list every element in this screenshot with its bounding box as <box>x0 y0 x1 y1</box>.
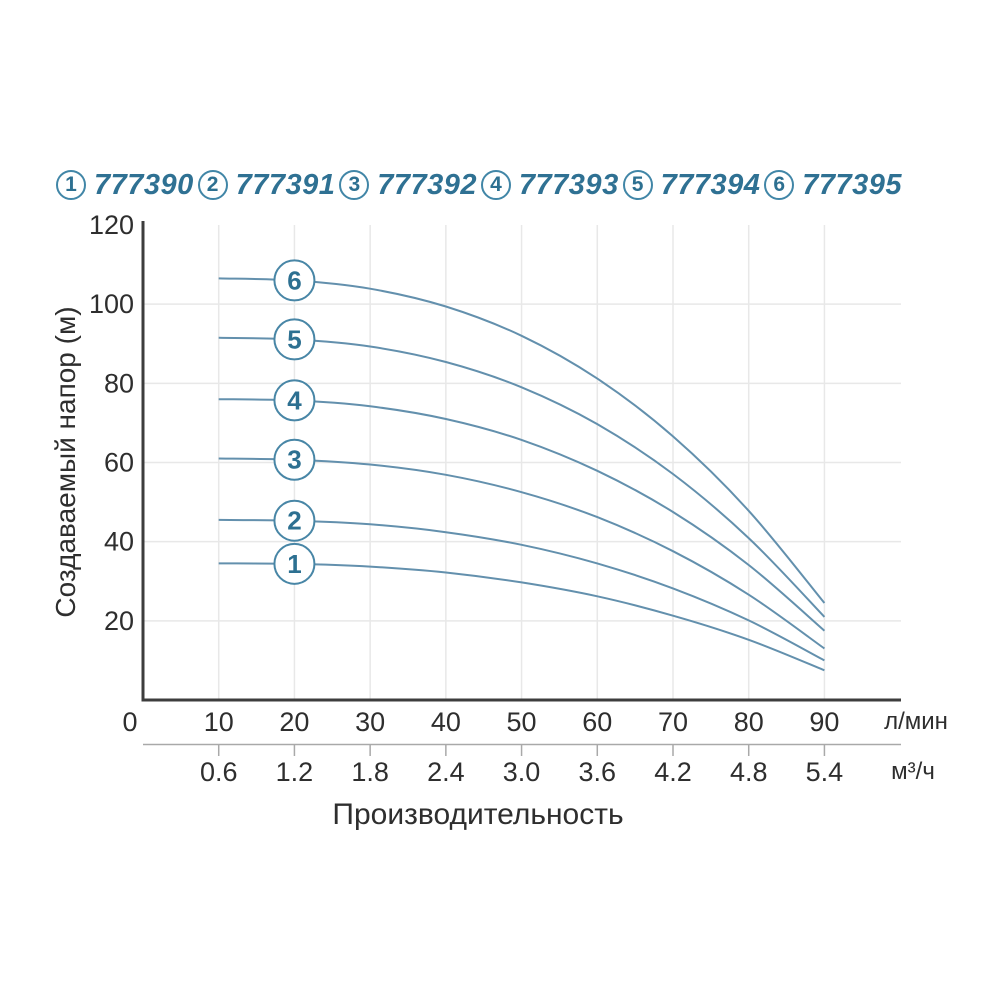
x-tick-label-secondary: 4.2 <box>654 757 692 787</box>
legend-item-5: 5 777394 <box>622 168 761 202</box>
x-tick-label-primary: 20 <box>279 707 309 737</box>
legend-item-6: 6 777395 <box>764 169 902 202</box>
y-axis-title: Создаваемый напор (м) <box>50 306 81 618</box>
legend-model-number: 777391 <box>235 168 336 201</box>
x-tick-label-primary: 70 <box>658 707 688 737</box>
legend-item-4: 4 777393 <box>480 168 619 202</box>
y-tick-label: 20 <box>104 606 134 636</box>
x-tick-label-secondary: 2.4 <box>427 757 465 787</box>
y-tick-label: 120 <box>89 210 134 240</box>
curve-marker-number: 1 <box>287 549 301 579</box>
curve-marker-number: 3 <box>287 445 301 475</box>
curve-marker-number: 6 <box>287 265 301 295</box>
legend-index-badge: 5 <box>622 170 653 200</box>
curve-marker-circle-2 <box>273 499 316 542</box>
legend-item-1: 1 777390 <box>56 169 194 202</box>
pump-curve-1 <box>218 562 825 672</box>
legend-index-badge: 6 <box>764 170 795 200</box>
pump-curve-5 <box>218 336 826 618</box>
legend-index-badge: 4 <box>480 170 511 200</box>
curve-marker-circle-5 <box>273 318 316 361</box>
y-tick-label: 80 <box>104 368 134 398</box>
x-tick-label-primary: 0 <box>122 707 137 737</box>
pump-curve-2 <box>218 518 825 662</box>
x-tick-label-primary: 30 <box>355 707 385 737</box>
curve-marker-number: 2 <box>287 506 301 536</box>
curve-marker-number: 5 <box>287 324 301 354</box>
pump-curve-3 <box>218 457 825 650</box>
legend-item-2: 2 777391 <box>197 168 336 202</box>
legend-item-3: 3 777392 <box>339 169 477 202</box>
curve-marker-circle-4 <box>273 379 316 422</box>
x-tick-label-secondary: 3.0 <box>503 757 541 787</box>
y-tick-label: 40 <box>104 527 134 557</box>
curve-marker-circle-3 <box>273 438 316 481</box>
x-axis-unit-primary: л/мин <box>884 708 948 735</box>
legend-model-number: 777390 <box>94 168 194 201</box>
x-tick-label-secondary: 4.8 <box>730 757 768 787</box>
x-tick-label-secondary: 5.4 <box>806 757 844 787</box>
curve-marker-circle-1 <box>273 542 316 585</box>
x-tick-label-secondary: 3.6 <box>579 757 617 787</box>
x-tick-label-primary: 50 <box>507 707 537 737</box>
legend-index-badge: 2 <box>197 170 228 200</box>
x-axis-title: Производительность <box>332 798 624 831</box>
legend-model-number: 777394 <box>660 168 761 201</box>
curve-marker-number: 4 <box>287 385 302 415</box>
x-tick-label-primary: 60 <box>582 707 612 737</box>
legend-index-badge: 3 <box>339 170 370 200</box>
legend-index-badge: 1 <box>56 170 86 200</box>
x-axis-unit-secondary: м³/ч <box>891 758 935 785</box>
legend-model-number: 777393 <box>518 168 619 201</box>
y-tick-label: 100 <box>89 289 134 319</box>
x-tick-label-secondary: 1.2 <box>276 757 314 787</box>
x-tick-label-secondary: 1.8 <box>351 757 389 787</box>
pump-curve-6 <box>218 277 826 604</box>
legend-model-number: 777392 <box>377 168 478 201</box>
x-tick-label-primary: 10 <box>204 707 234 737</box>
y-tick-label: 60 <box>104 448 134 478</box>
x-tick-label-primary: 40 <box>431 707 461 737</box>
curve-marker-circle-6 <box>273 259 316 302</box>
legend-model-number: 777395 <box>802 168 902 201</box>
x-tick-label-primary: 90 <box>809 707 839 737</box>
legend: 1 777390 2 777391 3 777392 4 777393 5 77… <box>56 166 902 204</box>
pump-curve-4 <box>218 398 826 632</box>
x-tick-label-primary: 80 <box>734 707 764 737</box>
x-tick-label-secondary: 0.6 <box>200 757 238 787</box>
